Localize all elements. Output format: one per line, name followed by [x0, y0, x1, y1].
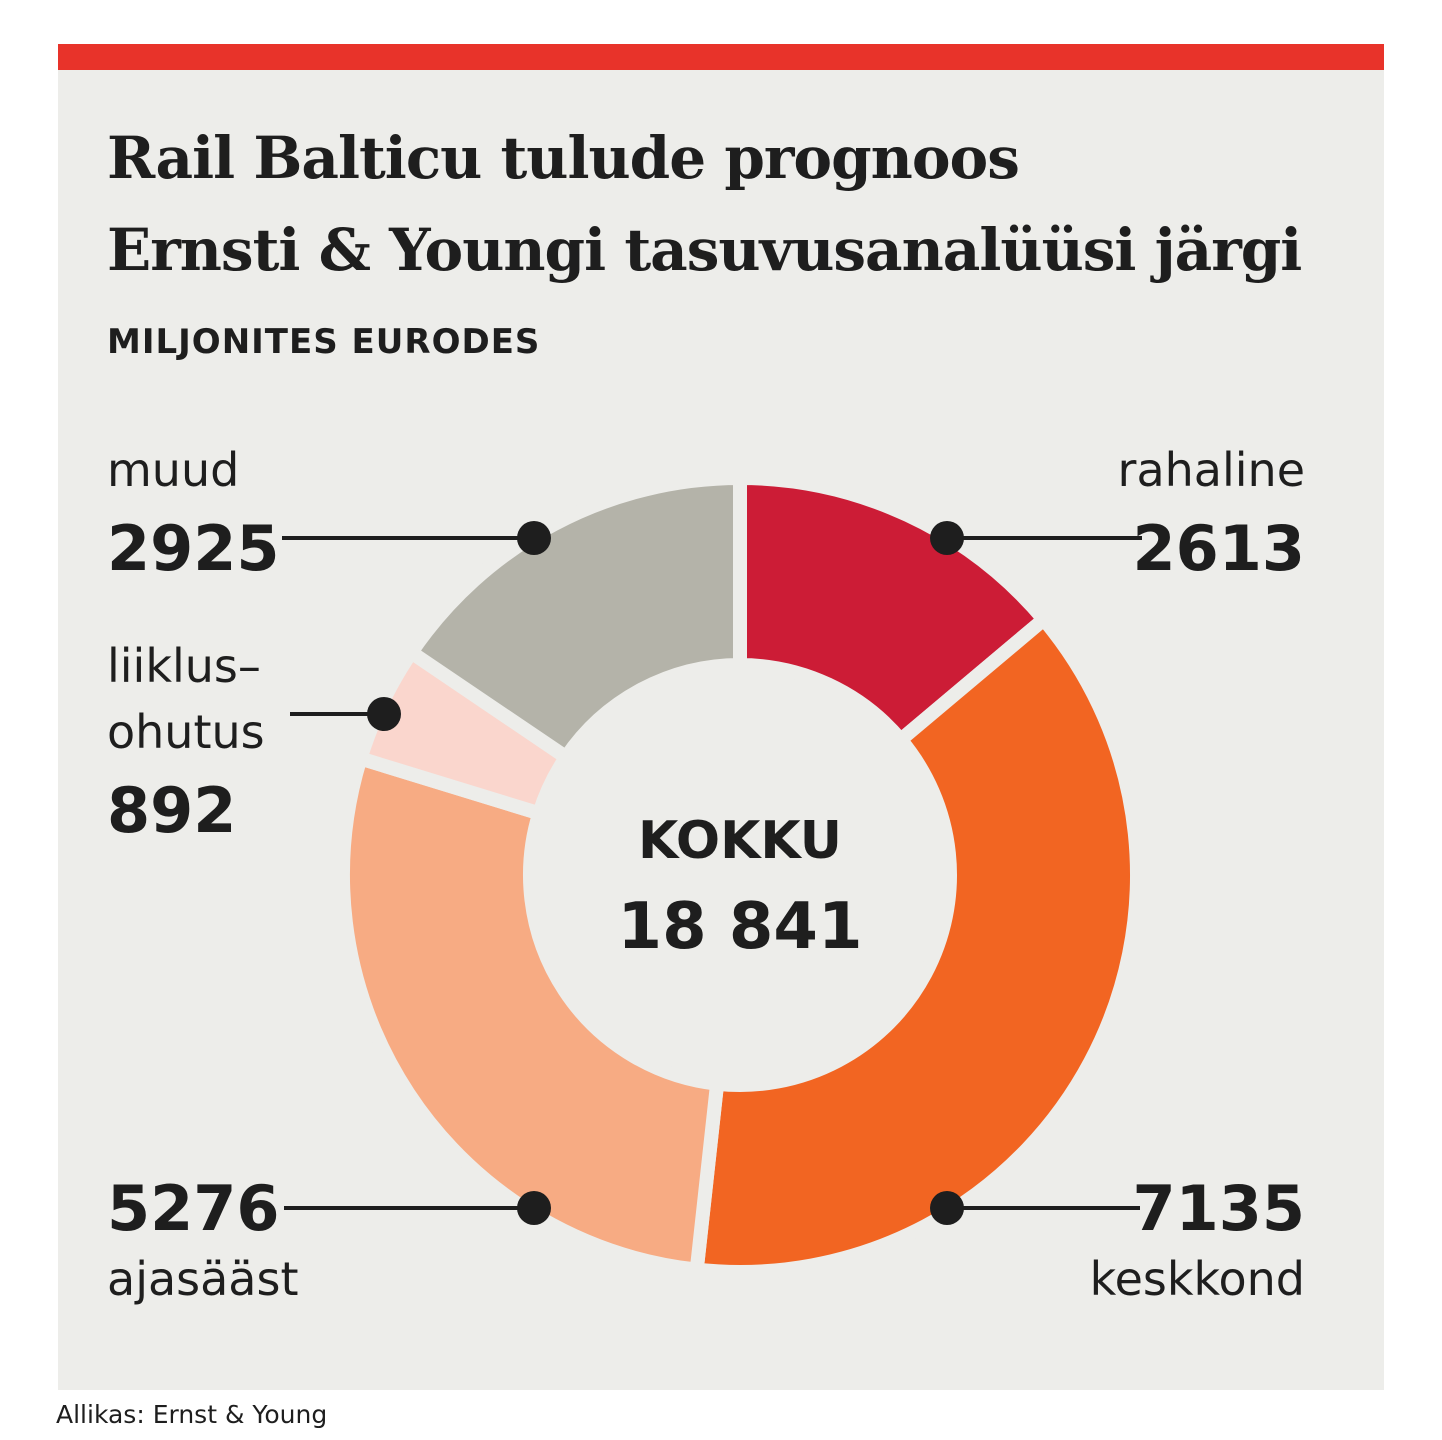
center-label: KOKKU [638, 811, 842, 871]
slice-value-keskkond: 7135 [1132, 1172, 1305, 1245]
slice-label-liiklusohutus-2: ohutus [107, 705, 265, 759]
slice-value-liiklusohutus: 892 [107, 774, 236, 847]
slice-label-ajasaast: ajasääst [107, 1252, 299, 1306]
title-line-1: Rail Balticu tulude prognoos [107, 124, 1020, 192]
slice-value-muud: 2925 [107, 512, 280, 585]
leader-dot-rahaline [930, 521, 964, 555]
leader-dot-liiklusohutus [367, 697, 401, 731]
unit-subtitle: MILJONITES EURODES [107, 322, 541, 362]
title-line-2: Ernsti & Youngi tasuvusanalüüsi järgi [107, 216, 1302, 284]
center-value: 18 841 [618, 890, 863, 964]
donut-slice-ajasaast [336, 749, 725, 1278]
slice-value-rahaline: 2613 [1132, 512, 1305, 585]
leader-dot-keskkond [930, 1191, 964, 1225]
slice-label-muud: muud [107, 443, 239, 497]
donut-slice-keskkond [689, 609, 1144, 1279]
slice-label-rahaline: rahaline [1118, 443, 1305, 497]
slice-value-ajasaast: 5276 [107, 1172, 280, 1245]
source-note: Allikas: Ernst & Young [56, 1400, 328, 1429]
top-accent-bar [58, 44, 1384, 70]
leader-dot-muud [517, 521, 551, 555]
chart-title: Rail Balticu tulude prognoos Ernsti & Yo… [107, 112, 1302, 296]
slice-label-keskkond: keskkond [1090, 1252, 1305, 1306]
leader-dot-ajasaast [517, 1191, 551, 1225]
donut-slice-muud [401, 470, 747, 767]
slice-label-liiklusohutus-1: liiklus– [107, 639, 261, 693]
